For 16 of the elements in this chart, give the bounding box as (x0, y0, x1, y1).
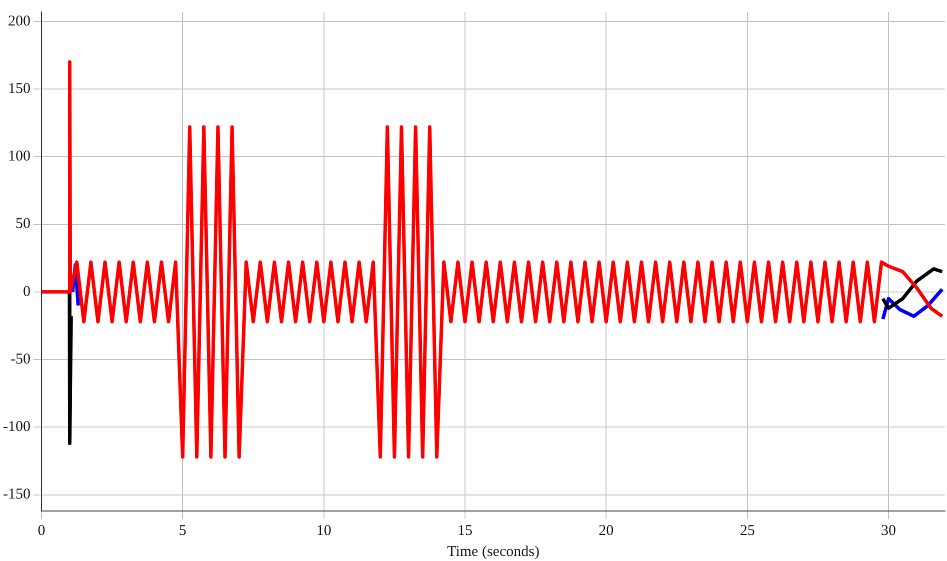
y-tick-label: 150 (8, 81, 30, 98)
y-tick-label: 0 (22, 284, 30, 300)
x-tick-label: 25 (740, 522, 755, 539)
x-tick-label: 5 (178, 522, 186, 539)
y-tick-label: 50 (15, 216, 30, 232)
y-tick-label: 200 (8, 13, 30, 30)
x-tick-label: 0 (38, 522, 46, 539)
y-tick-label: -100 (2, 419, 30, 436)
y-tick-label: -50 (10, 351, 30, 368)
x-tick-label: 30 (881, 522, 896, 539)
y-tick-label: 100 (8, 148, 30, 165)
x-tick-label: 20 (598, 522, 614, 539)
x-tick-label: 10 (316, 522, 332, 539)
y-tick-label: -150 (2, 486, 30, 503)
x-tick-label: 15 (458, 522, 473, 539)
x-axis-title: Time (seconds) (447, 544, 540, 560)
